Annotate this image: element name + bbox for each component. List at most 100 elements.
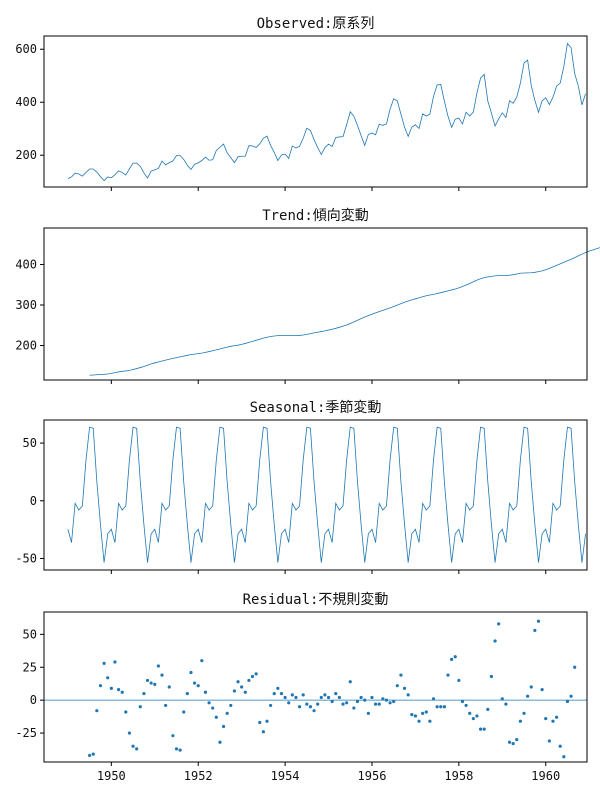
axes-frame bbox=[43, 611, 588, 763]
data-point bbox=[515, 738, 519, 742]
data-point bbox=[102, 661, 106, 665]
data-point bbox=[294, 695, 298, 700]
data-point bbox=[544, 716, 548, 721]
y-tick-label: 25 bbox=[23, 660, 37, 674]
data-point bbox=[359, 695, 363, 700]
data-point bbox=[493, 639, 497, 643]
data-point bbox=[337, 695, 341, 700]
data-point bbox=[312, 709, 316, 713]
data-point bbox=[243, 690, 247, 694]
panel-3: Seasonal:季節変動 -50 0 50 bbox=[15, 399, 588, 574]
data-point bbox=[424, 710, 428, 714]
data-point bbox=[330, 699, 334, 704]
data-point bbox=[171, 734, 175, 738]
data-point bbox=[554, 715, 559, 719]
data-point bbox=[457, 678, 461, 683]
data-point bbox=[91, 752, 95, 756]
data-point bbox=[482, 727, 486, 731]
data-point bbox=[536, 619, 541, 623]
x-tick-label: 1952 bbox=[184, 769, 213, 783]
data-point bbox=[381, 697, 385, 701]
y-tick-label: 300 bbox=[15, 298, 37, 312]
data-point bbox=[290, 693, 294, 697]
data-point bbox=[392, 699, 396, 704]
data-point bbox=[203, 690, 208, 694]
data-point bbox=[316, 702, 320, 706]
data-point bbox=[370, 695, 374, 700]
data-point bbox=[486, 707, 490, 711]
data-point bbox=[573, 665, 577, 669]
data-point bbox=[399, 673, 403, 677]
data-point bbox=[478, 727, 483, 731]
axes-frame bbox=[43, 419, 588, 571]
data-point bbox=[341, 702, 345, 706]
data-point bbox=[301, 693, 305, 697]
data-point bbox=[384, 698, 389, 702]
data-point bbox=[562, 755, 566, 759]
data-point bbox=[518, 719, 522, 723]
data-point bbox=[207, 701, 211, 705]
panel-4: Residual:不規則変動 -25 0 25 50 1950 1952 1954 1956 19… bbox=[15, 591, 588, 783]
data-point bbox=[240, 685, 244, 689]
data-point bbox=[232, 689, 237, 693]
data-point bbox=[363, 698, 367, 702]
y-tick-label: 400 bbox=[15, 95, 37, 109]
data-point bbox=[439, 705, 443, 709]
data-point bbox=[395, 684, 399, 688]
panel-title: Trend:傾向変動 bbox=[262, 207, 369, 224]
data-point bbox=[178, 748, 182, 752]
data-point bbox=[475, 714, 479, 718]
y-tick-label: 50 bbox=[23, 627, 37, 641]
data-point bbox=[417, 719, 421, 723]
data-point bbox=[410, 713, 414, 717]
y-tick-label: 50 bbox=[23, 436, 37, 450]
series-line bbox=[67, 42, 586, 182]
data-point bbox=[138, 705, 142, 709]
x-tick-label: 1960 bbox=[531, 769, 560, 783]
data-point bbox=[116, 688, 121, 692]
data-point bbox=[551, 719, 555, 723]
data-point bbox=[334, 691, 338, 696]
data-point bbox=[565, 699, 570, 704]
data-point bbox=[142, 691, 146, 696]
data-point bbox=[229, 703, 233, 708]
x-tick-label: 1956 bbox=[358, 769, 387, 783]
data-point bbox=[464, 703, 468, 708]
y-tick-label: 600 bbox=[15, 42, 37, 56]
data-point bbox=[308, 705, 313, 709]
data-point bbox=[297, 705, 302, 709]
data-point bbox=[388, 701, 392, 705]
series-line bbox=[89, 247, 600, 376]
data-point bbox=[200, 659, 204, 663]
data-point bbox=[352, 706, 356, 710]
data-point bbox=[569, 694, 573, 698]
data-point bbox=[471, 716, 475, 721]
data-point bbox=[135, 747, 139, 751]
y-tick-label: -50 bbox=[15, 551, 37, 565]
y-tick-label: 400 bbox=[15, 257, 37, 271]
data-point bbox=[124, 710, 128, 714]
panel-title: Seasonal:季節変動 bbox=[250, 399, 382, 416]
panel-1: Observed:原系列 200 400 600 bbox=[15, 16, 588, 191]
panel-2: Trend:傾向変動 200 300 400 bbox=[15, 207, 600, 384]
data-point bbox=[167, 685, 171, 689]
data-point bbox=[98, 684, 103, 688]
data-point bbox=[533, 628, 537, 633]
data-point bbox=[326, 695, 331, 700]
x-tick-label: 1954 bbox=[271, 769, 300, 783]
data-point bbox=[522, 711, 526, 715]
data-point bbox=[225, 711, 229, 715]
data-point bbox=[218, 740, 222, 744]
data-point bbox=[164, 703, 168, 708]
data-point bbox=[221, 724, 226, 729]
data-point bbox=[149, 681, 153, 685]
data-point bbox=[153, 682, 157, 686]
data-point bbox=[507, 740, 512, 744]
data-point bbox=[88, 753, 92, 758]
data-point bbox=[131, 744, 135, 748]
data-point bbox=[236, 680, 240, 684]
data-point bbox=[529, 685, 533, 689]
data-point bbox=[283, 695, 287, 700]
data-point bbox=[214, 715, 218, 719]
